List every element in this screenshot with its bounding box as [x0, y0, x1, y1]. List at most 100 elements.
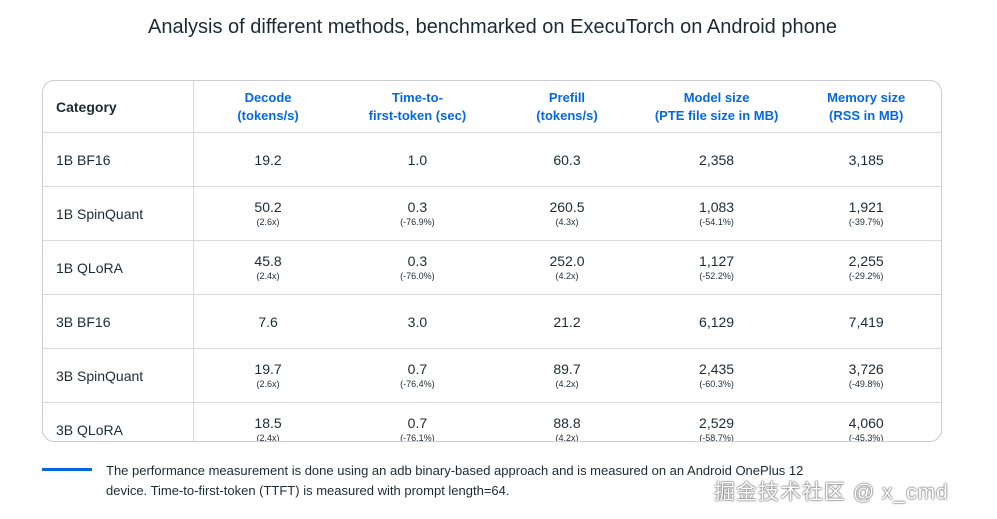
cell-change-label: (2.6x) [256, 217, 280, 227]
column-header-ttft: Time-to- first-token (sec) [342, 81, 493, 133]
row-category-label: 3B QLoRA [43, 402, 194, 441]
table-cell: 1,083 (-54.1%) [641, 186, 792, 241]
footnote: The performance measurement is done usin… [106, 461, 936, 501]
cell-value: 252.0 [549, 253, 585, 269]
table-cell: 2,529 (-58.7%) [642, 403, 792, 442]
cell-value: 0.3 [407, 199, 428, 215]
footnote-accent-bar [42, 468, 92, 471]
column-header-memory-size: Memory size (RSS in MB) [791, 81, 941, 133]
cell-value: 19.7 [254, 361, 282, 377]
table-row: 1B BF16 19.2 1.0 60.3 2,358 3,185 [43, 132, 941, 187]
row-category-label: 1B QLoRA [43, 240, 194, 295]
table-cell: 0.3 (-76.0%) [342, 240, 493, 295]
table-row: 3B SpinQuant 19.7 (2.6x) 0.7 (-76.4%) 89.7 (4.… [43, 348, 941, 403]
cell-value: 19.2 [254, 151, 282, 168]
table-cell: 1.0 [342, 132, 493, 187]
cell-value: 2,529 [699, 415, 735, 431]
cell-value: 0.3 [407, 253, 428, 269]
row-category-label: 1B BF16 [43, 132, 194, 187]
cell-change-label: (-29.2%) [848, 271, 884, 281]
cell-change-label: (2.4x) [256, 433, 280, 442]
cell-value: 2,435 [699, 361, 735, 377]
row-category-label: 1B SpinQuant [43, 186, 194, 241]
cell-value: 7.6 [258, 313, 278, 330]
table-cell: 88.8 (4.2x) [492, 403, 642, 442]
table-cell: 2,435 (-60.3%) [641, 348, 792, 403]
cell-change-label: (4.2x) [555, 433, 579, 442]
footnote-line-2: device. Time-to-first-token (TTFT) is me… [106, 483, 510, 498]
table-cell: 252.0 (4.2x) [492, 240, 642, 295]
cell-change-label: (-39.7%) [848, 217, 884, 227]
table-cell: 6,129 [641, 294, 792, 349]
cell-change-label: (-49.8%) [848, 379, 884, 389]
cell-value: 0.7 [407, 361, 428, 377]
table-cell: 0.7 (-76.4%) [342, 348, 493, 403]
table-cell: 0.7 (-76.1%) [343, 403, 493, 442]
cell-change-label: (-76.1%) [400, 433, 435, 442]
column-header-decode: Decode (tokens/s) [193, 81, 343, 133]
cell-value: 0.7 [407, 415, 428, 431]
cell-value: 2,255 [848, 253, 884, 269]
chart-title: Analysis of different methods, benchmark… [148, 16, 837, 38]
cell-value: 3,726 [848, 361, 884, 377]
cell-value: 1,127 [699, 253, 735, 269]
cell-change-label: (-60.3%) [699, 379, 734, 389]
footnote-line-1: The performance measurement is done usin… [106, 463, 804, 478]
table-cell: 3,185 [791, 132, 941, 187]
cell-value: 260.5 [549, 199, 585, 215]
watermark-text: 掘金技术社区 @ x_cmd [714, 481, 949, 504]
table-cell: 1,127 (-52.2%) [641, 240, 792, 295]
row-category-label: 3B BF16 [43, 294, 194, 349]
cell-change-label: (4.2x) [555, 271, 579, 281]
table-cell: 2,358 [641, 132, 792, 187]
table-cell: 19.7 (2.6x) [193, 348, 343, 403]
table-row: 1B SpinQuant 50.2 (2.6x) 0.3 (-76.9%) 260.5 (4… [43, 186, 941, 241]
table-cell: 60.3 [492, 132, 642, 187]
cell-value: 1.0 [407, 151, 428, 168]
cell-value: 50.2 [254, 199, 282, 215]
table-row: 3B QLoRA 18.5 (2.4x) 0.7 (-76.1%) 88.8 (4.2x) 2… [43, 402, 941, 442]
cell-value: 1,083 [699, 199, 735, 215]
cell-change-label: (-58.7%) [699, 433, 734, 442]
table-cell: 21.2 [492, 294, 642, 349]
table-cell: 19.2 [193, 132, 343, 187]
cell-change-label: (-54.1%) [699, 217, 734, 227]
cell-value: 45.8 [254, 253, 282, 269]
table-cell: 3,726 (-49.8%) [791, 348, 941, 403]
column-header-prefill: Prefill (tokens/s) [492, 81, 642, 133]
table-cell: 45.8 (2.4x) [193, 240, 343, 295]
table-cell: 7.6 [193, 294, 343, 349]
cell-change-label: (4.3x) [555, 217, 579, 227]
table-cell: 18.5 (2.4x) [193, 403, 343, 442]
cell-value: 1,921 [848, 199, 884, 215]
cell-value: 3.0 [407, 313, 428, 330]
cell-change-label: (-45.3%) [848, 433, 884, 442]
column-header-category: Category [43, 81, 194, 133]
table-cell: 7,419 [791, 294, 941, 349]
cell-change-label: (2.4x) [256, 271, 280, 281]
cell-value: 60.3 [553, 151, 581, 168]
table-cell: 3.0 [342, 294, 493, 349]
cell-value: 18.5 [254, 415, 282, 431]
cell-change-label: (-76.9%) [400, 217, 435, 227]
cell-value: 3,185 [848, 151, 884, 168]
cell-value: 88.8 [553, 415, 581, 431]
table-cell: 0.3 (-76.9%) [342, 186, 493, 241]
table-cell: 4,060 (-45.3%) [791, 403, 941, 442]
table-cell: 2,255 (-29.2%) [791, 240, 941, 295]
table-cell: 1,921 (-39.7%) [791, 186, 941, 241]
cell-value: 6,129 [699, 313, 735, 330]
table-cell: 50.2 (2.6x) [193, 186, 343, 241]
cell-value: 2,358 [699, 151, 735, 168]
column-header-model-size: Model size (PTE file size in MB) [641, 81, 792, 133]
benchmark-table: Category Decode (tokens/s) Time-to- firs… [42, 80, 942, 442]
row-category-label: 3B SpinQuant [43, 348, 194, 403]
table-row: 3B BF16 7.6 3.0 21.2 6,129 7,419 [43, 294, 941, 349]
table-row: 1B QLoRA 45.8 (2.4x) 0.3 (-76.0%) 252.0 (4.2x)… [43, 240, 941, 295]
cell-change-label: (2.6x) [256, 379, 280, 389]
cell-value: 4,060 [848, 415, 884, 431]
cell-value: 7,419 [848, 313, 884, 330]
table-cell: 89.7 (4.2x) [492, 348, 642, 403]
cell-change-label: (-76.0%) [400, 271, 435, 281]
cell-value: 21.2 [553, 313, 581, 330]
